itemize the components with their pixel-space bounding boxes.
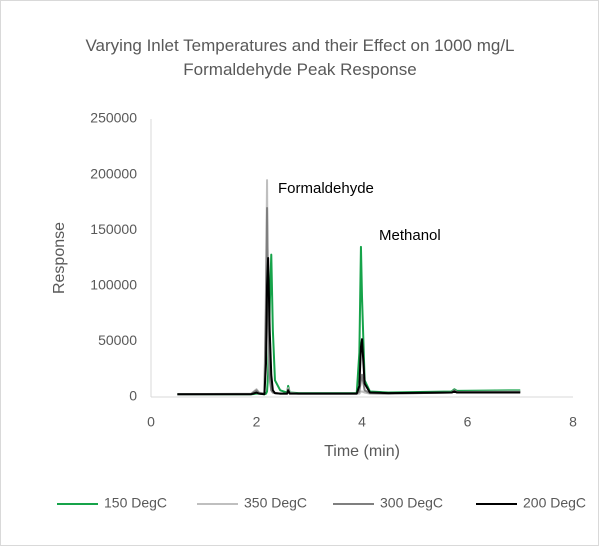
chart-title: Varying Inlet Temperatures and their Eff… bbox=[85, 36, 515, 79]
annotation: Methanol bbox=[379, 227, 441, 244]
x-tick-label: 0 bbox=[147, 414, 155, 430]
series-line bbox=[177, 257, 521, 396]
legend-label: 200 DegC bbox=[523, 495, 586, 511]
y-tick-label: 250000 bbox=[90, 110, 137, 126]
y-tick-label: 50000 bbox=[98, 332, 137, 348]
annotation: Formaldehyde bbox=[278, 180, 374, 197]
y-tick-label: 0 bbox=[129, 388, 137, 404]
y-tick-label: 100000 bbox=[90, 277, 137, 293]
y-axis-label: Response bbox=[51, 222, 68, 294]
x-tick-label: 4 bbox=[358, 414, 366, 430]
x-tick-label: 8 bbox=[569, 414, 577, 430]
y-tick-label: 200000 bbox=[90, 165, 137, 181]
x-tick-label: 2 bbox=[253, 414, 261, 430]
y-tick-label: 150000 bbox=[90, 221, 137, 237]
legend-label: 350 DegC bbox=[244, 495, 307, 511]
legend-label: 300 DegC bbox=[380, 495, 443, 511]
x-tick-label: 6 bbox=[464, 414, 472, 430]
legend-label: 150 DegC bbox=[104, 495, 167, 511]
x-axis-label: Time (min) bbox=[324, 443, 400, 460]
